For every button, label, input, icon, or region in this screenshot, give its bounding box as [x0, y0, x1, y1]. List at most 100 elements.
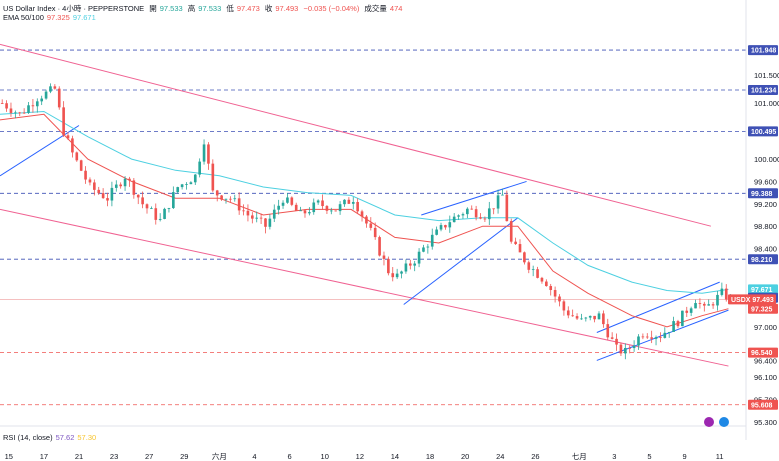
- price-axis[interactable]: 101.500 101.000 100.000 99.600 99.200 98.800 9…: [0, 0, 779, 440]
- x-tick-label: 10: [321, 452, 329, 461]
- x-tick-label: 3: [612, 452, 616, 461]
- candle-body: [654, 337, 658, 339]
- candle-body: [676, 321, 680, 327]
- candle-body: [224, 198, 228, 200]
- candle-body: [461, 214, 465, 216]
- candle-body: [347, 199, 351, 204]
- candle-body: [593, 315, 596, 320]
- candle-body: [439, 225, 443, 230]
- candle-body: [527, 262, 531, 270]
- rsi-legend[interactable]: RSI (14, close) 57.62 57.30: [3, 433, 99, 442]
- candle-body: [351, 201, 355, 204]
- price-tag-label: 101.234: [751, 88, 776, 95]
- event-icon[interactable]: [704, 417, 714, 427]
- high-label: 高: [187, 4, 196, 13]
- channel-line: [0, 43, 712, 227]
- candle-body: [566, 310, 570, 316]
- volume-label: 成交量: [364, 4, 387, 13]
- candle-body: [430, 234, 434, 247]
- candle-body: [501, 194, 504, 196]
- flag-icons[interactable]: [704, 417, 729, 427]
- chart-header: US Dollar Index · 4小時 · PEPPERSTONE 開 97.…: [3, 3, 405, 14]
- candle-body: [97, 189, 101, 194]
- open-value: 97.533: [159, 4, 183, 13]
- symbol-line[interactable]: US Dollar Index · 4小時 · PEPPERSTONE: [3, 4, 145, 13]
- x-tick-label: 24: [496, 452, 504, 461]
- candle-body: [356, 201, 359, 212]
- price-tag-label: 100.495: [751, 129, 776, 136]
- price-tag: [748, 347, 778, 358]
- candle-body: [408, 263, 412, 266]
- candle-body: [413, 263, 417, 266]
- x-tick-label: 18: [426, 452, 434, 461]
- candle-body: [57, 88, 61, 108]
- candle-body: [101, 193, 105, 199]
- candle-body: [724, 288, 728, 300]
- candle-body: [329, 210, 333, 212]
- candle-body: [136, 194, 140, 198]
- candle-body: [229, 198, 232, 200]
- candle-body: [553, 290, 557, 297]
- x-tick-label: 15: [5, 452, 13, 461]
- candle-body: [18, 112, 22, 114]
- close-label: 收: [264, 4, 273, 13]
- price-tag-label: 95.608: [751, 402, 773, 409]
- channel-line: [0, 125, 80, 177]
- candle-body: [716, 294, 719, 306]
- us-flag-icon[interactable]: [719, 417, 729, 427]
- candle-body: [545, 281, 548, 287]
- candle-body: [387, 258, 390, 274]
- price-tag: [748, 303, 778, 314]
- ema50-line: [0, 113, 729, 328]
- open-label: 開: [149, 4, 157, 13]
- candle-body: [281, 202, 285, 206]
- ema100-line: [0, 110, 729, 294]
- time-axis[interactable]: 15 17 21 23 27 29 六月 4 6 10 12 14 18 20 24 26 七月 3 5 9 11: [5, 451, 724, 461]
- candle-body: [720, 288, 724, 295]
- candle-body: [624, 347, 627, 354]
- price-tag: [748, 284, 778, 295]
- candle-body: [35, 101, 39, 107]
- x-tick-label: 12: [356, 452, 364, 461]
- candle-body: [650, 337, 653, 339]
- candle-body: [145, 204, 149, 209]
- candle-body: [702, 303, 706, 306]
- candle-body: [176, 187, 180, 193]
- candle-body: [0, 103, 4, 104]
- candle-body: [180, 184, 184, 188]
- candle-body: [44, 91, 48, 99]
- x-tick-label: 11: [716, 452, 724, 461]
- candle-body: [14, 112, 17, 114]
- ema-lines: [0, 110, 729, 328]
- channel-line: [596, 309, 729, 361]
- candle-body: [119, 184, 122, 187]
- candle-body: [325, 206, 329, 211]
- candle-body: [474, 209, 478, 218]
- candle-body: [637, 336, 640, 346]
- candle-body: [123, 178, 127, 187]
- candle-body: [338, 204, 342, 212]
- candle-body: [290, 197, 294, 205]
- candle-body: [154, 208, 158, 220]
- x-tick-label: 4: [252, 452, 256, 461]
- candle-body: [141, 197, 144, 205]
- candle-body: [268, 218, 272, 227]
- candle-body: [667, 331, 671, 333]
- candle-body: [641, 336, 645, 338]
- channel-line: [0, 208, 729, 367]
- candle-body: [53, 86, 57, 89]
- price-tag-label: 99.388: [751, 191, 773, 198]
- high-value: 97.533: [198, 4, 222, 13]
- price-tag: [748, 254, 778, 265]
- candle-body: [242, 210, 245, 212]
- candle-body: [172, 192, 175, 209]
- candle-body: [233, 198, 237, 200]
- candle-body: [672, 321, 675, 332]
- candle-body: [382, 255, 386, 259]
- candle-body: [163, 208, 166, 219]
- ema-legend[interactable]: EMA 50/100 97.325 97.671: [3, 13, 99, 22]
- candle-body: [606, 324, 610, 338]
- candle-body: [202, 144, 206, 162]
- x-tick-label: 七月: [572, 452, 587, 461]
